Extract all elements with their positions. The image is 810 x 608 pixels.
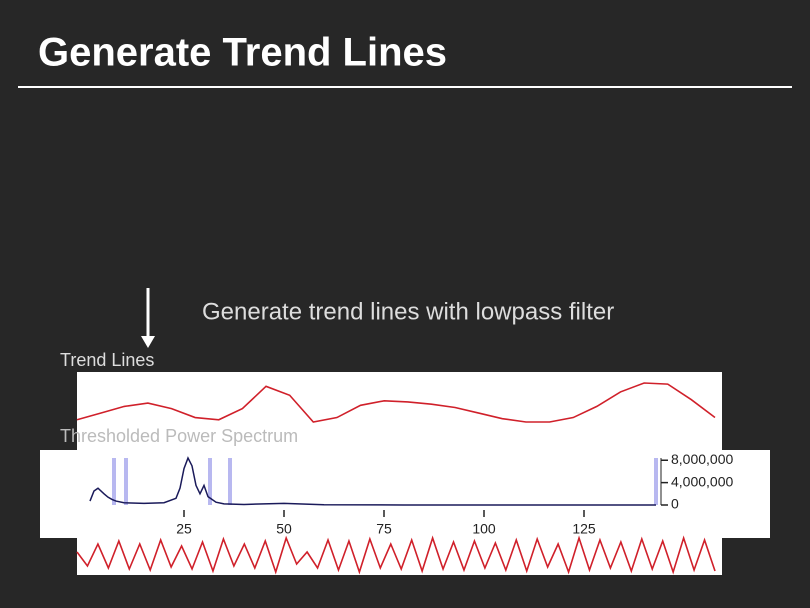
- threshold-band: [228, 458, 232, 505]
- chart-title: Thresholded Power Spectrum: [60, 426, 298, 446]
- x-tick-label: 50: [276, 521, 292, 537]
- y-tick-label: 4,000,000: [671, 473, 733, 489]
- panel: [40, 450, 770, 538]
- chart-title: Trend Lines: [60, 350, 154, 370]
- trend-line: [76, 382, 716, 423]
- threshold-band: [112, 458, 116, 505]
- x-tick-label: 75: [376, 521, 392, 537]
- x-tick-label: 25: [176, 521, 192, 537]
- threshold-band: [208, 458, 212, 505]
- slide-title: Generate Trend Lines: [38, 31, 447, 75]
- y-tick-label: 0: [671, 496, 679, 512]
- annotation: Generate trend lines with lowpass filter: [202, 298, 614, 325]
- x-tick-label: 125: [572, 521, 596, 537]
- threshold-band: [654, 458, 658, 505]
- spectrum-line: [89, 456, 656, 506]
- arrow-head: [141, 336, 155, 348]
- threshold-band: [124, 458, 128, 505]
- y-tick-label: 8,000,000: [671, 451, 733, 467]
- trend-line: [76, 535, 716, 575]
- x-tick-label: 100: [472, 521, 496, 537]
